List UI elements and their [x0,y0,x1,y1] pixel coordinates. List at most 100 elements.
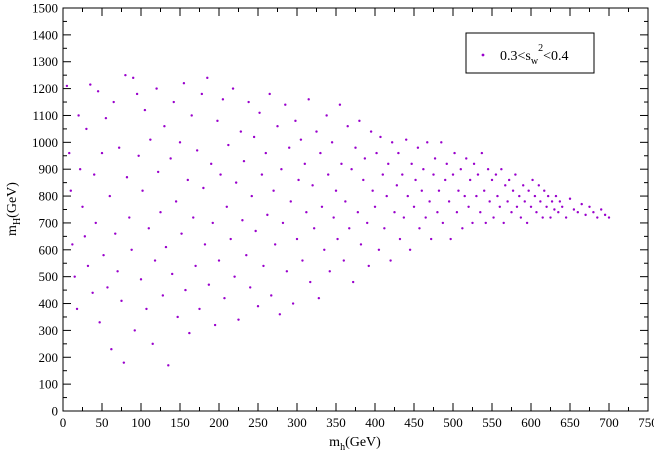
scatter-point [603,213,607,217]
x-axis-title: mh(GeV) [329,435,381,453]
scatter-point [272,189,275,192]
scatter-point [317,296,321,300]
scatter-point [340,162,343,166]
scatter-point [106,286,109,289]
x-tick-label: 450 [404,415,424,430]
y-axis: 0 100 200 300 400 500 600 700 800 900 1000 1100 1200… [32,1,648,419]
scatter-point [297,178,300,182]
scatter-point [408,248,412,251]
y-tick-label: 400 [39,296,59,311]
scatter-point [385,194,388,198]
scatter-point [147,227,150,230]
scatter-point [102,253,105,257]
scatter-point [217,259,221,262]
scatter-point [149,138,152,141]
scatter-point [533,194,537,198]
scatter-point [264,151,267,155]
scatter-point [75,307,79,311]
scatter-point [288,146,291,149]
scatter-point [496,194,499,198]
scatter-point [100,151,104,155]
scatter-point [130,248,133,251]
scatter-point [550,200,554,203]
scatter-point [301,259,304,262]
scatter-point [471,221,474,225]
scatter-point [476,173,480,176]
y-tick-label: 1000 [32,135,58,150]
scatter-point [545,205,548,209]
y-tick-label: 800 [39,189,59,204]
scatter-point [375,151,378,155]
scatter-point [137,154,140,157]
scatter-point [281,221,285,225]
scatter-point [451,173,455,176]
scatter-point [445,162,448,166]
scatter-point [139,278,143,281]
scatter-point [543,189,546,192]
scatter-point [89,83,92,86]
scatter-point [176,315,179,319]
scatter-point [358,119,361,123]
x-tick-label: 100 [131,415,151,430]
scatter-point [270,294,273,297]
scatter-point [588,205,591,209]
scatter-point [389,259,392,262]
scatter-point [453,151,456,155]
scatter-point [245,253,248,257]
scatter-point [541,216,544,219]
scatter-point [459,168,462,171]
scatter-point [278,313,282,316]
scatter-point [502,221,505,225]
y-tick-label: 900 [39,162,59,177]
scatter-point [117,146,121,149]
x-tick-label: 200 [209,415,229,430]
scatter-point [299,138,303,141]
scatter-point [444,178,447,182]
scatter-point [161,294,165,297]
scatter-point [472,162,476,166]
scatter-point [198,307,201,311]
x-tick-label: 550 [482,415,502,430]
scatter-point [410,162,413,166]
x-tick-label: 700 [599,415,619,430]
scatter-point [351,280,355,284]
scatter-point [227,143,230,147]
scatter-point [210,162,213,166]
scatter-point [519,216,523,219]
scatter-point [515,205,519,209]
scatter-point [124,73,127,77]
scatter-point [262,264,265,268]
scatter-point [433,157,437,160]
scatter-point [315,130,318,133]
scatter-point [546,194,550,198]
scatter-point [522,184,525,187]
scatter-point [190,114,193,117]
scatter-point [371,189,374,192]
scatter-point [108,194,112,198]
scatter-point [202,186,205,190]
y-tick-label: 100 [39,377,59,392]
scatter-point [206,76,209,80]
scatter-point [188,331,191,335]
scatter-point [492,216,495,219]
scatter-point [250,194,253,198]
scatter-point [348,227,351,230]
scatter-point [305,210,308,214]
scatter-point [463,194,466,198]
scatter-point [420,189,423,192]
scatter-point [294,119,297,123]
scatter-point [359,243,363,246]
scatter-point [592,210,595,214]
scatter-point [558,200,562,203]
scatter-point [295,237,299,241]
scatter-point [332,216,335,219]
scatter-point [523,200,526,203]
scatter-point [475,194,478,198]
scatter-point [133,329,136,332]
scatter-point [128,216,131,219]
legend-label-subscript: w [531,56,539,67]
scatter-point [440,141,443,144]
scatter-point [216,119,219,123]
scatter-point [231,87,235,90]
